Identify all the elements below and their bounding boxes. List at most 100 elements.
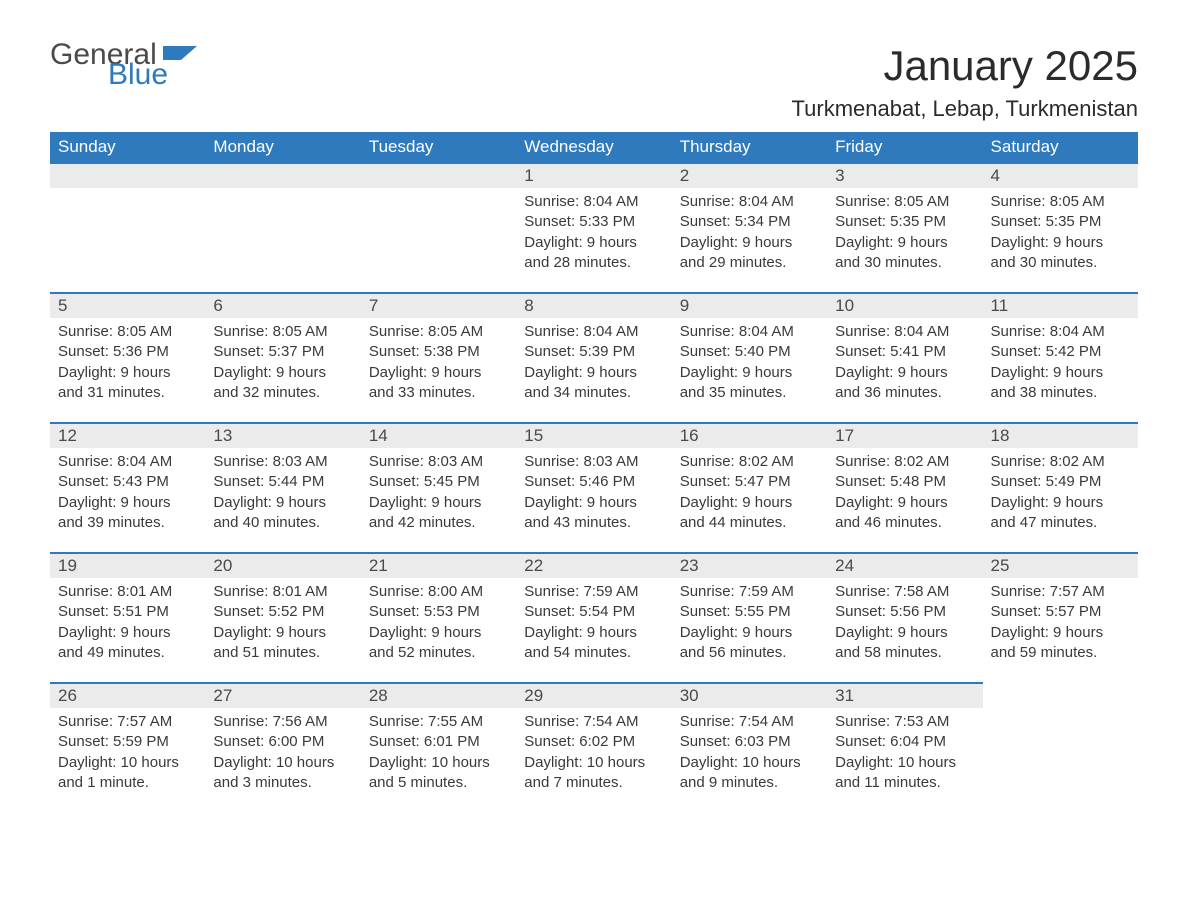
day-number: 10	[827, 292, 982, 318]
sunrise-text: Sunrise: 7:55 AM	[369, 712, 508, 732]
sunrise-text: Sunrise: 8:05 AM	[58, 322, 197, 342]
sunrise-text: Sunrise: 8:05 AM	[835, 192, 974, 212]
day-details: Sunrise: 8:03 AMSunset: 5:44 PMDaylight:…	[205, 448, 360, 541]
daylight-text: Daylight: 9 hours and 36 minutes.	[835, 363, 974, 404]
day-details: Sunrise: 8:05 AMSunset: 5:37 PMDaylight:…	[205, 318, 360, 411]
day-details: Sunrise: 8:02 AMSunset: 5:47 PMDaylight:…	[672, 448, 827, 541]
day-number: 15	[516, 422, 671, 448]
calendar-body: 1Sunrise: 8:04 AMSunset: 5:33 PMDaylight…	[50, 162, 1138, 812]
sunrise-text: Sunrise: 7:58 AM	[835, 582, 974, 602]
sunset-text: Sunset: 5:54 PM	[524, 602, 663, 622]
day-details: Sunrise: 7:53 AMSunset: 6:04 PMDaylight:…	[827, 708, 982, 801]
day-details: Sunrise: 8:04 AMSunset: 5:43 PMDaylight:…	[50, 448, 205, 541]
sunrise-text: Sunrise: 7:59 AM	[680, 582, 819, 602]
day-number: 17	[827, 422, 982, 448]
day-number: 7	[361, 292, 516, 318]
calendar-cell	[50, 162, 205, 292]
sunset-text: Sunset: 6:00 PM	[213, 732, 352, 752]
calendar-cell: 22Sunrise: 7:59 AMSunset: 5:54 PMDayligh…	[516, 552, 671, 682]
sunrise-text: Sunrise: 8:02 AM	[680, 452, 819, 472]
sunrise-text: Sunrise: 8:02 AM	[991, 452, 1130, 472]
sunrise-text: Sunrise: 7:53 AM	[835, 712, 974, 732]
sunset-text: Sunset: 5:47 PM	[680, 472, 819, 492]
sunset-text: Sunset: 5:53 PM	[369, 602, 508, 622]
sunrise-text: Sunrise: 8:05 AM	[991, 192, 1130, 212]
sunset-text: Sunset: 5:42 PM	[991, 342, 1130, 362]
sunrise-text: Sunrise: 7:59 AM	[524, 582, 663, 602]
day-number: 29	[516, 682, 671, 708]
day-details: Sunrise: 8:03 AMSunset: 5:46 PMDaylight:…	[516, 448, 671, 541]
sunrise-text: Sunrise: 8:04 AM	[680, 192, 819, 212]
day-details: Sunrise: 8:01 AMSunset: 5:51 PMDaylight:…	[50, 578, 205, 671]
empty-day	[361, 162, 516, 188]
weekday-monday: Monday	[205, 132, 360, 162]
daylight-text: Daylight: 9 hours and 59 minutes.	[991, 623, 1130, 664]
day-details: Sunrise: 8:05 AMSunset: 5:36 PMDaylight:…	[50, 318, 205, 411]
day-number: 19	[50, 552, 205, 578]
calendar-cell: 10Sunrise: 8:04 AMSunset: 5:41 PMDayligh…	[827, 292, 982, 422]
daylight-text: Daylight: 10 hours and 9 minutes.	[680, 753, 819, 794]
sunrise-text: Sunrise: 8:03 AM	[213, 452, 352, 472]
day-number: 8	[516, 292, 671, 318]
daylight-text: Daylight: 9 hours and 30 minutes.	[991, 233, 1130, 274]
calendar-cell: 3Sunrise: 8:05 AMSunset: 5:35 PMDaylight…	[827, 162, 982, 292]
calendar-cell: 26Sunrise: 7:57 AMSunset: 5:59 PMDayligh…	[50, 682, 205, 812]
daylight-text: Daylight: 9 hours and 47 minutes.	[991, 493, 1130, 534]
daylight-text: Daylight: 10 hours and 5 minutes.	[369, 753, 508, 794]
day-details: Sunrise: 8:05 AMSunset: 5:38 PMDaylight:…	[361, 318, 516, 411]
day-number: 25	[983, 552, 1138, 578]
calendar-cell: 1Sunrise: 8:04 AMSunset: 5:33 PMDaylight…	[516, 162, 671, 292]
day-number: 12	[50, 422, 205, 448]
weekday-tuesday: Tuesday	[361, 132, 516, 162]
day-number: 4	[983, 162, 1138, 188]
daylight-text: Daylight: 9 hours and 29 minutes.	[680, 233, 819, 274]
calendar-cell: 30Sunrise: 7:54 AMSunset: 6:03 PMDayligh…	[672, 682, 827, 812]
calendar-cell: 14Sunrise: 8:03 AMSunset: 5:45 PMDayligh…	[361, 422, 516, 552]
sunset-text: Sunset: 5:49 PM	[991, 472, 1130, 492]
sunset-text: Sunset: 5:38 PM	[369, 342, 508, 362]
daylight-text: Daylight: 10 hours and 11 minutes.	[835, 753, 974, 794]
day-number: 13	[205, 422, 360, 448]
sunrise-text: Sunrise: 8:05 AM	[369, 322, 508, 342]
sunset-text: Sunset: 5:37 PM	[213, 342, 352, 362]
daylight-text: Daylight: 9 hours and 43 minutes.	[524, 493, 663, 534]
calendar-week-row: 26Sunrise: 7:57 AMSunset: 5:59 PMDayligh…	[50, 682, 1138, 812]
day-number: 20	[205, 552, 360, 578]
sunset-text: Sunset: 5:48 PM	[835, 472, 974, 492]
sunset-text: Sunset: 5:46 PM	[524, 472, 663, 492]
day-details: Sunrise: 8:02 AMSunset: 5:49 PMDaylight:…	[983, 448, 1138, 541]
calendar-week-row: 5Sunrise: 8:05 AMSunset: 5:36 PMDaylight…	[50, 292, 1138, 422]
sunset-text: Sunset: 5:52 PM	[213, 602, 352, 622]
daylight-text: Daylight: 9 hours and 28 minutes.	[524, 233, 663, 274]
calendar-cell	[983, 682, 1138, 812]
calendar-cell: 12Sunrise: 8:04 AMSunset: 5:43 PMDayligh…	[50, 422, 205, 552]
day-details: Sunrise: 8:04 AMSunset: 5:41 PMDaylight:…	[827, 318, 982, 411]
sunrise-text: Sunrise: 7:54 AM	[524, 712, 663, 732]
sunset-text: Sunset: 5:41 PM	[835, 342, 974, 362]
daylight-text: Daylight: 9 hours and 52 minutes.	[369, 623, 508, 664]
sunrise-text: Sunrise: 8:04 AM	[524, 192, 663, 212]
daylight-text: Daylight: 9 hours and 33 minutes.	[369, 363, 508, 404]
sunset-text: Sunset: 5:39 PM	[524, 342, 663, 362]
day-details: Sunrise: 8:04 AMSunset: 5:33 PMDaylight:…	[516, 188, 671, 281]
sunset-text: Sunset: 5:33 PM	[524, 212, 663, 232]
calendar-cell: 2Sunrise: 8:04 AMSunset: 5:34 PMDaylight…	[672, 162, 827, 292]
sunrise-text: Sunrise: 8:04 AM	[835, 322, 974, 342]
day-details: Sunrise: 7:56 AMSunset: 6:00 PMDaylight:…	[205, 708, 360, 801]
sunset-text: Sunset: 6:04 PM	[835, 732, 974, 752]
daylight-text: Daylight: 9 hours and 35 minutes.	[680, 363, 819, 404]
daylight-text: Daylight: 9 hours and 30 minutes.	[835, 233, 974, 274]
sunrise-text: Sunrise: 8:01 AM	[58, 582, 197, 602]
daylight-text: Daylight: 9 hours and 31 minutes.	[58, 363, 197, 404]
daylight-text: Daylight: 9 hours and 56 minutes.	[680, 623, 819, 664]
sunrise-text: Sunrise: 8:03 AM	[524, 452, 663, 472]
day-details: Sunrise: 7:59 AMSunset: 5:55 PMDaylight:…	[672, 578, 827, 671]
day-details: Sunrise: 8:04 AMSunset: 5:40 PMDaylight:…	[672, 318, 827, 411]
daylight-text: Daylight: 9 hours and 42 minutes.	[369, 493, 508, 534]
day-number: 28	[361, 682, 516, 708]
day-details: Sunrise: 7:55 AMSunset: 6:01 PMDaylight:…	[361, 708, 516, 801]
sunset-text: Sunset: 5:55 PM	[680, 602, 819, 622]
daylight-text: Daylight: 9 hours and 46 minutes.	[835, 493, 974, 534]
daylight-text: Daylight: 10 hours and 1 minute.	[58, 753, 197, 794]
empty-day	[205, 162, 360, 188]
